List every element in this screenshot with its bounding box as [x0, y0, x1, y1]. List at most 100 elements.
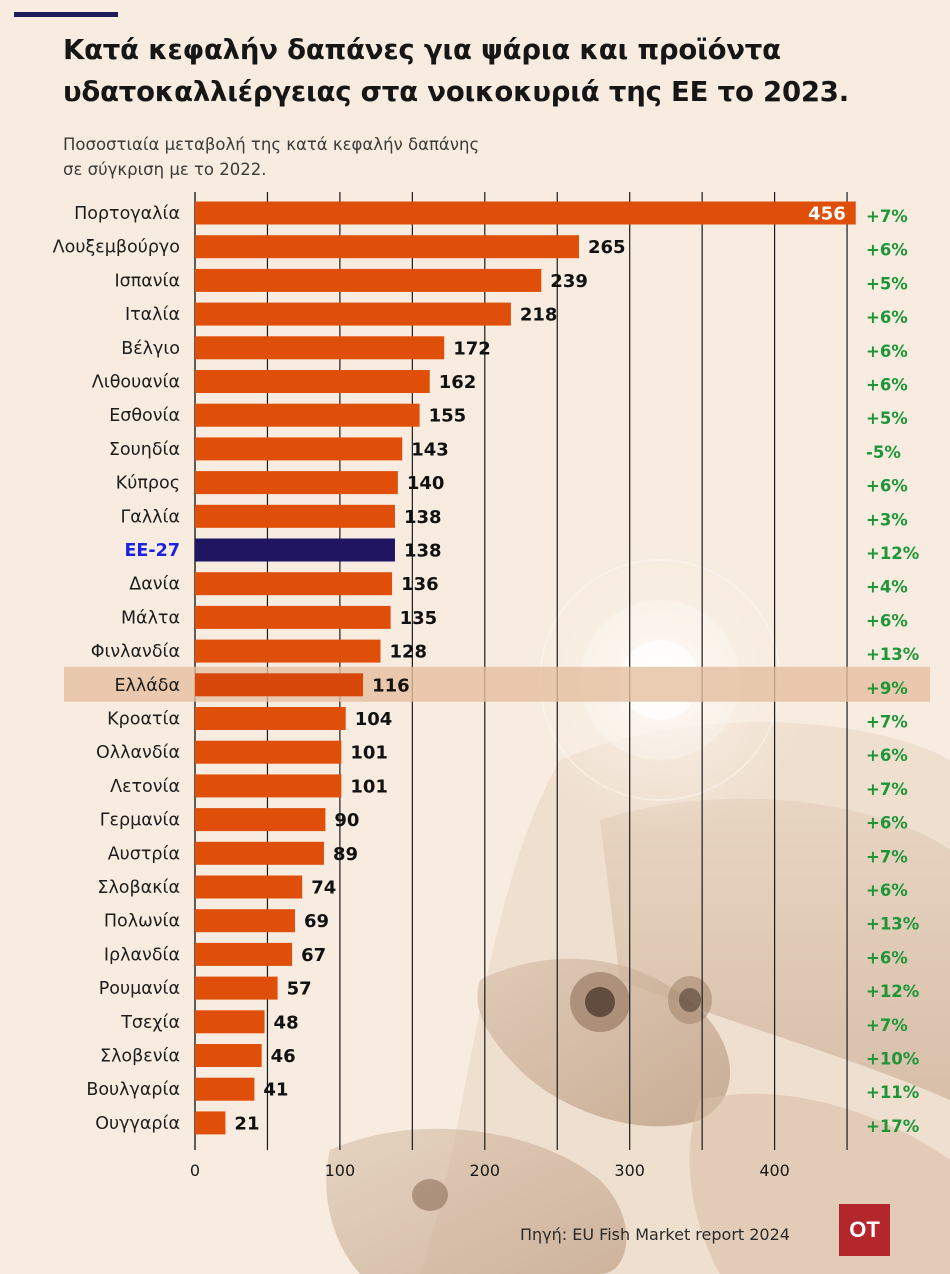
category-label: Γερμανία — [100, 811, 180, 831]
category-label: Πολωνία — [104, 912, 180, 932]
value-label: 239 — [550, 271, 588, 292]
category-label: Βέλγιο — [121, 339, 180, 359]
bar — [195, 235, 579, 259]
value-label: 90 — [334, 810, 359, 831]
change-label: +7% — [866, 1016, 908, 1035]
category-label: Κροατία — [107, 710, 180, 730]
top-accent-line — [14, 12, 118, 17]
category-label: Ιρλανδία — [104, 945, 180, 965]
value-label: 46 — [271, 1046, 296, 1067]
value-label: 138 — [404, 541, 442, 562]
category-label: ΕΕ-27 — [124, 541, 180, 561]
value-label: 21 — [234, 1113, 259, 1134]
change-label: +13% — [866, 915, 920, 934]
change-label: +6% — [866, 342, 908, 361]
category-label: Ιταλία — [125, 305, 180, 325]
change-label: +12% — [866, 544, 920, 563]
category-label: Κύπρος — [116, 474, 180, 494]
bar — [195, 808, 326, 832]
category-label: Φινλανδία — [91, 642, 180, 662]
x-tick-label: 400 — [759, 1161, 790, 1180]
change-label: +6% — [866, 814, 908, 833]
bar — [195, 268, 542, 292]
change-label: +7% — [866, 847, 908, 866]
x-tick-label: 200 — [470, 1161, 501, 1180]
bar — [195, 1111, 226, 1135]
change-label: +6% — [866, 241, 908, 260]
value-label: 57 — [287, 979, 312, 1000]
value-label: 116 — [372, 675, 410, 696]
value-label: 138 — [404, 507, 442, 528]
bar — [195, 370, 430, 393]
change-label: +7% — [866, 780, 908, 799]
change-label: +4% — [866, 578, 908, 597]
value-label: 101 — [350, 743, 388, 764]
value-label: 135 — [400, 608, 438, 629]
bar — [195, 909, 295, 933]
category-label: Πορτογαλία — [74, 204, 180, 224]
bar — [195, 437, 403, 461]
change-label: +6% — [866, 611, 908, 630]
category-label: Τσεχία — [120, 1013, 180, 1033]
category-label: Ελλάδα — [114, 676, 180, 696]
category-label: Γαλλία — [121, 507, 180, 527]
bar — [195, 471, 398, 495]
bar — [195, 673, 364, 697]
highlight-band-layer — [64, 666, 930, 702]
bar — [195, 1010, 265, 1034]
change-label: -5% — [866, 443, 901, 462]
labels: 0 100 200 300 400 Πορτογαλία 456 +7% Λουξεμβούργ… — [53, 204, 920, 1181]
change-label: +9% — [866, 679, 908, 698]
bar — [195, 1044, 262, 1067]
value-label: 155 — [429, 406, 467, 427]
category-label: Δανία — [129, 575, 180, 595]
change-label: +10% — [866, 1050, 920, 1069]
source-note: Πηγή: EU Fish Market report 2024 — [520, 1225, 790, 1244]
bar — [195, 774, 342, 798]
change-label: +6% — [866, 881, 908, 900]
bar — [195, 504, 395, 528]
bar — [195, 403, 420, 427]
category-label: Λιθουανία — [92, 373, 180, 393]
value-label: 101 — [350, 776, 388, 797]
value-label: 265 — [588, 237, 626, 258]
x-tick-label: 0 — [190, 1161, 200, 1180]
page-title: Κατά κεφαλήν δαπάνες για ψάρια και προϊό… — [63, 34, 849, 108]
bar — [195, 707, 346, 730]
change-label: +5% — [866, 274, 908, 293]
value-label: 67 — [301, 945, 326, 966]
value-label: 140 — [407, 473, 445, 494]
x-tick-label: 100 — [325, 1161, 356, 1180]
value-label: 89 — [333, 844, 358, 865]
change-label: +3% — [866, 510, 908, 529]
value-label: 172 — [453, 338, 491, 359]
bar — [195, 572, 393, 596]
change-label: +7% — [866, 713, 908, 732]
bar — [195, 639, 381, 663]
change-label: +6% — [866, 308, 908, 327]
value-label: 143 — [411, 439, 449, 460]
change-label: +13% — [866, 645, 920, 664]
bar — [195, 605, 391, 629]
value-label: 136 — [401, 574, 439, 595]
value-label: 48 — [274, 1012, 299, 1033]
category-label: Σλοβενία — [100, 1047, 180, 1067]
value-label: 104 — [355, 709, 393, 730]
change-label: +7% — [866, 207, 908, 226]
value-label: 162 — [439, 372, 477, 393]
bar — [195, 740, 342, 764]
bar — [195, 841, 324, 865]
category-label: Ουγγαρία — [95, 1114, 180, 1134]
value-label: 74 — [311, 878, 336, 899]
bar — [195, 302, 511, 326]
bar — [195, 336, 445, 360]
category-label: Λουξεμβούργο — [53, 238, 180, 258]
value-label: 456 — [808, 204, 846, 225]
bar — [195, 1077, 255, 1101]
category-label: Βουλγαρία — [86, 1080, 180, 1100]
category-label: Λετονία — [110, 777, 180, 797]
highlight-band — [64, 666, 930, 702]
bar — [195, 942, 293, 966]
x-tick-label: 300 — [614, 1161, 645, 1180]
